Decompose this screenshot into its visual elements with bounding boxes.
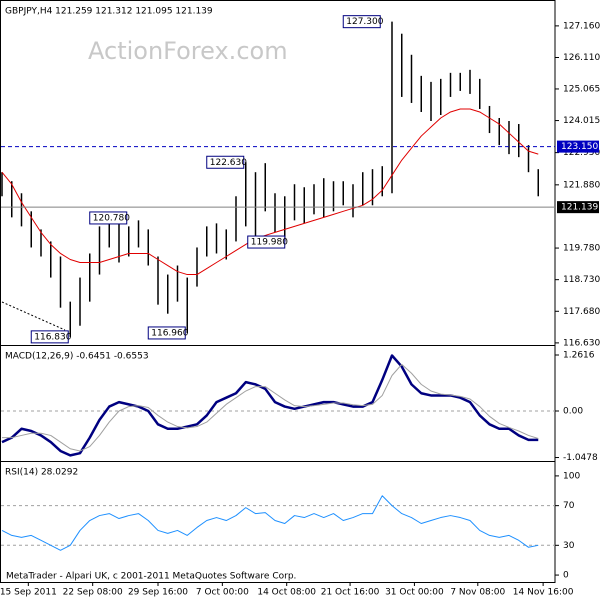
indicator-line <box>1 495 539 551</box>
x-tick-label: 14 Oct 08:00 <box>257 588 316 598</box>
y-tick-label: 121.880 <box>563 180 600 190</box>
footer: MetaTrader - Alpari UK, c 2001-2011 Meta… <box>6 572 296 582</box>
annotation-box <box>30 330 69 344</box>
annotation-label: 122.630 <box>210 158 247 168</box>
y-tick-label: 116.630 <box>563 338 600 348</box>
annotation-label: 116.960 <box>151 328 188 338</box>
y-tick-label: -1.0478 <box>563 453 598 463</box>
annotation-box <box>89 211 128 225</box>
panel-title: RSI(14) 28.0292 <box>5 468 78 478</box>
annotation-box <box>247 235 286 249</box>
annotation-label: 120.780 <box>93 213 130 223</box>
price-level-box <box>557 140 599 153</box>
y-tick-label: 0 <box>563 571 569 581</box>
y-tick-label: 70 <box>563 501 575 511</box>
annotation-box <box>206 155 245 169</box>
trend-line <box>1 301 66 331</box>
annotation-label: 127.300 <box>346 17 383 27</box>
y-tick-label: 0.00 <box>563 407 583 417</box>
x-tick-label: 15 Sep 2011 <box>0 588 57 598</box>
y-tick-label: 125.065 <box>563 84 600 94</box>
x-tick-label: 31 Oct 00:00 <box>385 588 444 598</box>
x-tick-label: 22 Sep 08:00 <box>63 588 123 598</box>
y-tick-label: 126.110 <box>563 53 600 63</box>
x-tick-label: 7 Oct 00:00 <box>196 588 249 598</box>
price-level-box <box>557 201 599 214</box>
y-tick-label: 119.780 <box>563 244 600 254</box>
annotation-label: 116.830 <box>34 332 71 342</box>
price-level-label: 123.150 <box>561 142 598 152</box>
annotation-label: 119.980 <box>251 238 288 248</box>
moving-average <box>1 108 539 276</box>
indicator-line <box>1 354 539 457</box>
indicator-line <box>2 363 539 452</box>
watermark: ActionForex.com <box>88 37 288 65</box>
y-tick-label: 122.950 <box>563 148 600 158</box>
y-tick-label: 117.680 <box>563 307 600 317</box>
price-level-label: 121.139 <box>561 203 598 213</box>
panel-frame <box>0 461 556 583</box>
y-tick-label: 1.2616 <box>563 350 595 360</box>
x-tick-label: 21 Oct 16:00 <box>321 588 380 598</box>
annotation-box <box>147 326 186 340</box>
annotation-box <box>342 15 381 29</box>
panel-title: MACD(12,26,9) -0.6451 -0.6553 <box>5 352 149 362</box>
y-tick-label: 100 <box>563 471 580 481</box>
x-tick-label: 29 Sep 16:00 <box>128 588 188 598</box>
x-tick-label: 7 Nov 08:00 <box>450 588 505 598</box>
y-tick-label: 124.015 <box>563 116 600 126</box>
y-tick-label: 30 <box>563 541 575 551</box>
y-tick-label: 127.160 <box>563 21 600 31</box>
x-tick-label: 14 Nov 16:00 <box>513 588 574 598</box>
panel-title: GBPJPY,H4 121.259 121.312 121.095 121.13… <box>5 7 213 17</box>
y-tick-label: 118.730 <box>563 275 600 285</box>
